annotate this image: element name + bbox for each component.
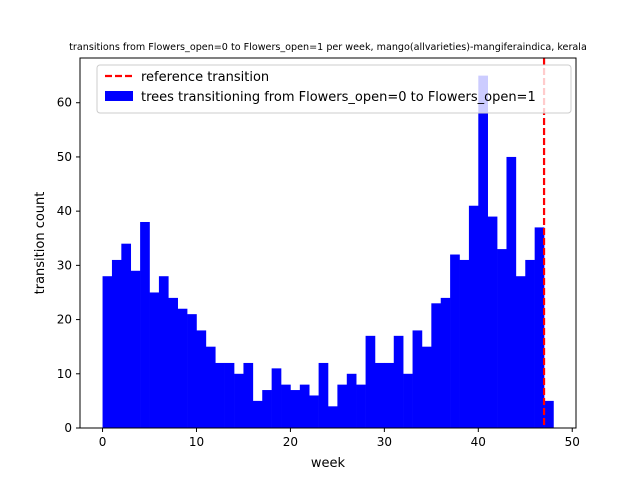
bar-week-16	[252, 400, 263, 428]
bar-week-0	[102, 276, 113, 428]
bar-week-28	[365, 335, 376, 428]
plot-frame	[79, 57, 577, 429]
bar-week-22	[309, 395, 319, 428]
legend-series-label: trees transitioning from Flowers_open=0 …	[141, 90, 536, 105]
legend-reference-label: reference transition	[141, 70, 269, 85]
bar-week-26	[346, 373, 357, 428]
bar-week-46	[534, 227, 545, 428]
bar-week-44	[515, 276, 526, 428]
bar-week-2	[121, 243, 132, 428]
x-tick-label: 10	[189, 435, 204, 449]
y-tick-label: 50	[57, 150, 72, 164]
bar-week-39	[468, 205, 479, 428]
bar-week-12	[215, 362, 225, 428]
x-tick-label: 40	[471, 435, 486, 449]
bar-week-1	[111, 259, 122, 428]
bar-week-33	[412, 330, 423, 428]
legend-box	[96, 64, 572, 114]
bar-week-41	[487, 216, 498, 428]
bar-week-42	[497, 249, 507, 428]
y-tick-label: 30	[57, 258, 72, 272]
bar-week-7	[168, 297, 178, 428]
y-tick-label: 60	[57, 96, 72, 110]
bar-week-23	[318, 362, 329, 428]
bar-week-6	[158, 276, 169, 428]
x-tick-label: 50	[565, 435, 580, 449]
y-tick-label: 0	[64, 421, 72, 435]
y-tick-label: 20	[57, 313, 72, 327]
legend: reference transition trees transitioning…	[96, 64, 572, 114]
bar-week-5	[149, 292, 160, 428]
y-tick-label: 40	[57, 204, 72, 218]
bar-week-40	[478, 75, 488, 429]
bar-week-18	[271, 368, 282, 428]
bar-week-13	[224, 362, 235, 428]
x-tick-label: 20	[283, 435, 298, 449]
bar-week-14	[234, 373, 244, 428]
bar-week-27	[356, 384, 366, 428]
bar-week-10	[196, 330, 207, 428]
bar-week-45	[525, 259, 535, 428]
histogram-bars	[102, 75, 554, 429]
bar-week-4	[140, 221, 150, 428]
bar-week-37	[450, 254, 460, 428]
y-axis-label: transition count	[33, 192, 48, 295]
bar-week-17	[262, 390, 272, 428]
bar-week-34	[421, 346, 432, 428]
bar-week-35	[431, 303, 442, 428]
legend-series-swatch	[105, 91, 133, 101]
bar-week-15	[243, 362, 254, 428]
bar-week-8	[177, 308, 188, 428]
chart-title: transitions from Flowers_open=0 to Flowe…	[69, 42, 587, 53]
bar-week-36	[440, 297, 451, 428]
bar-week-9	[187, 314, 197, 428]
y-tick-label: 10	[57, 367, 72, 381]
bar-week-19	[281, 384, 291, 428]
x-tick-label: 30	[377, 435, 392, 449]
bar-week-29	[374, 362, 385, 428]
bar-week-11	[205, 346, 216, 428]
bar-week-31	[393, 335, 404, 428]
y-axis-ticks: 0 10 20 30 40 50 60	[57, 96, 80, 435]
bar-week-43	[506, 156, 517, 428]
bar-week-20	[290, 390, 301, 428]
bar-week-3	[130, 270, 141, 428]
bar-week-47	[544, 400, 554, 428]
bar-week-21	[299, 384, 310, 428]
bar-week-32	[403, 373, 413, 428]
x-axis-ticks: 0 10 20 30 40 50	[99, 428, 580, 449]
bar-week-38	[459, 259, 470, 428]
bar-week-24	[328, 406, 338, 428]
bar-week-25	[337, 384, 348, 428]
x-axis-label: week	[311, 456, 346, 471]
x-tick-label: 0	[99, 435, 107, 449]
bar-week-30	[384, 362, 395, 428]
